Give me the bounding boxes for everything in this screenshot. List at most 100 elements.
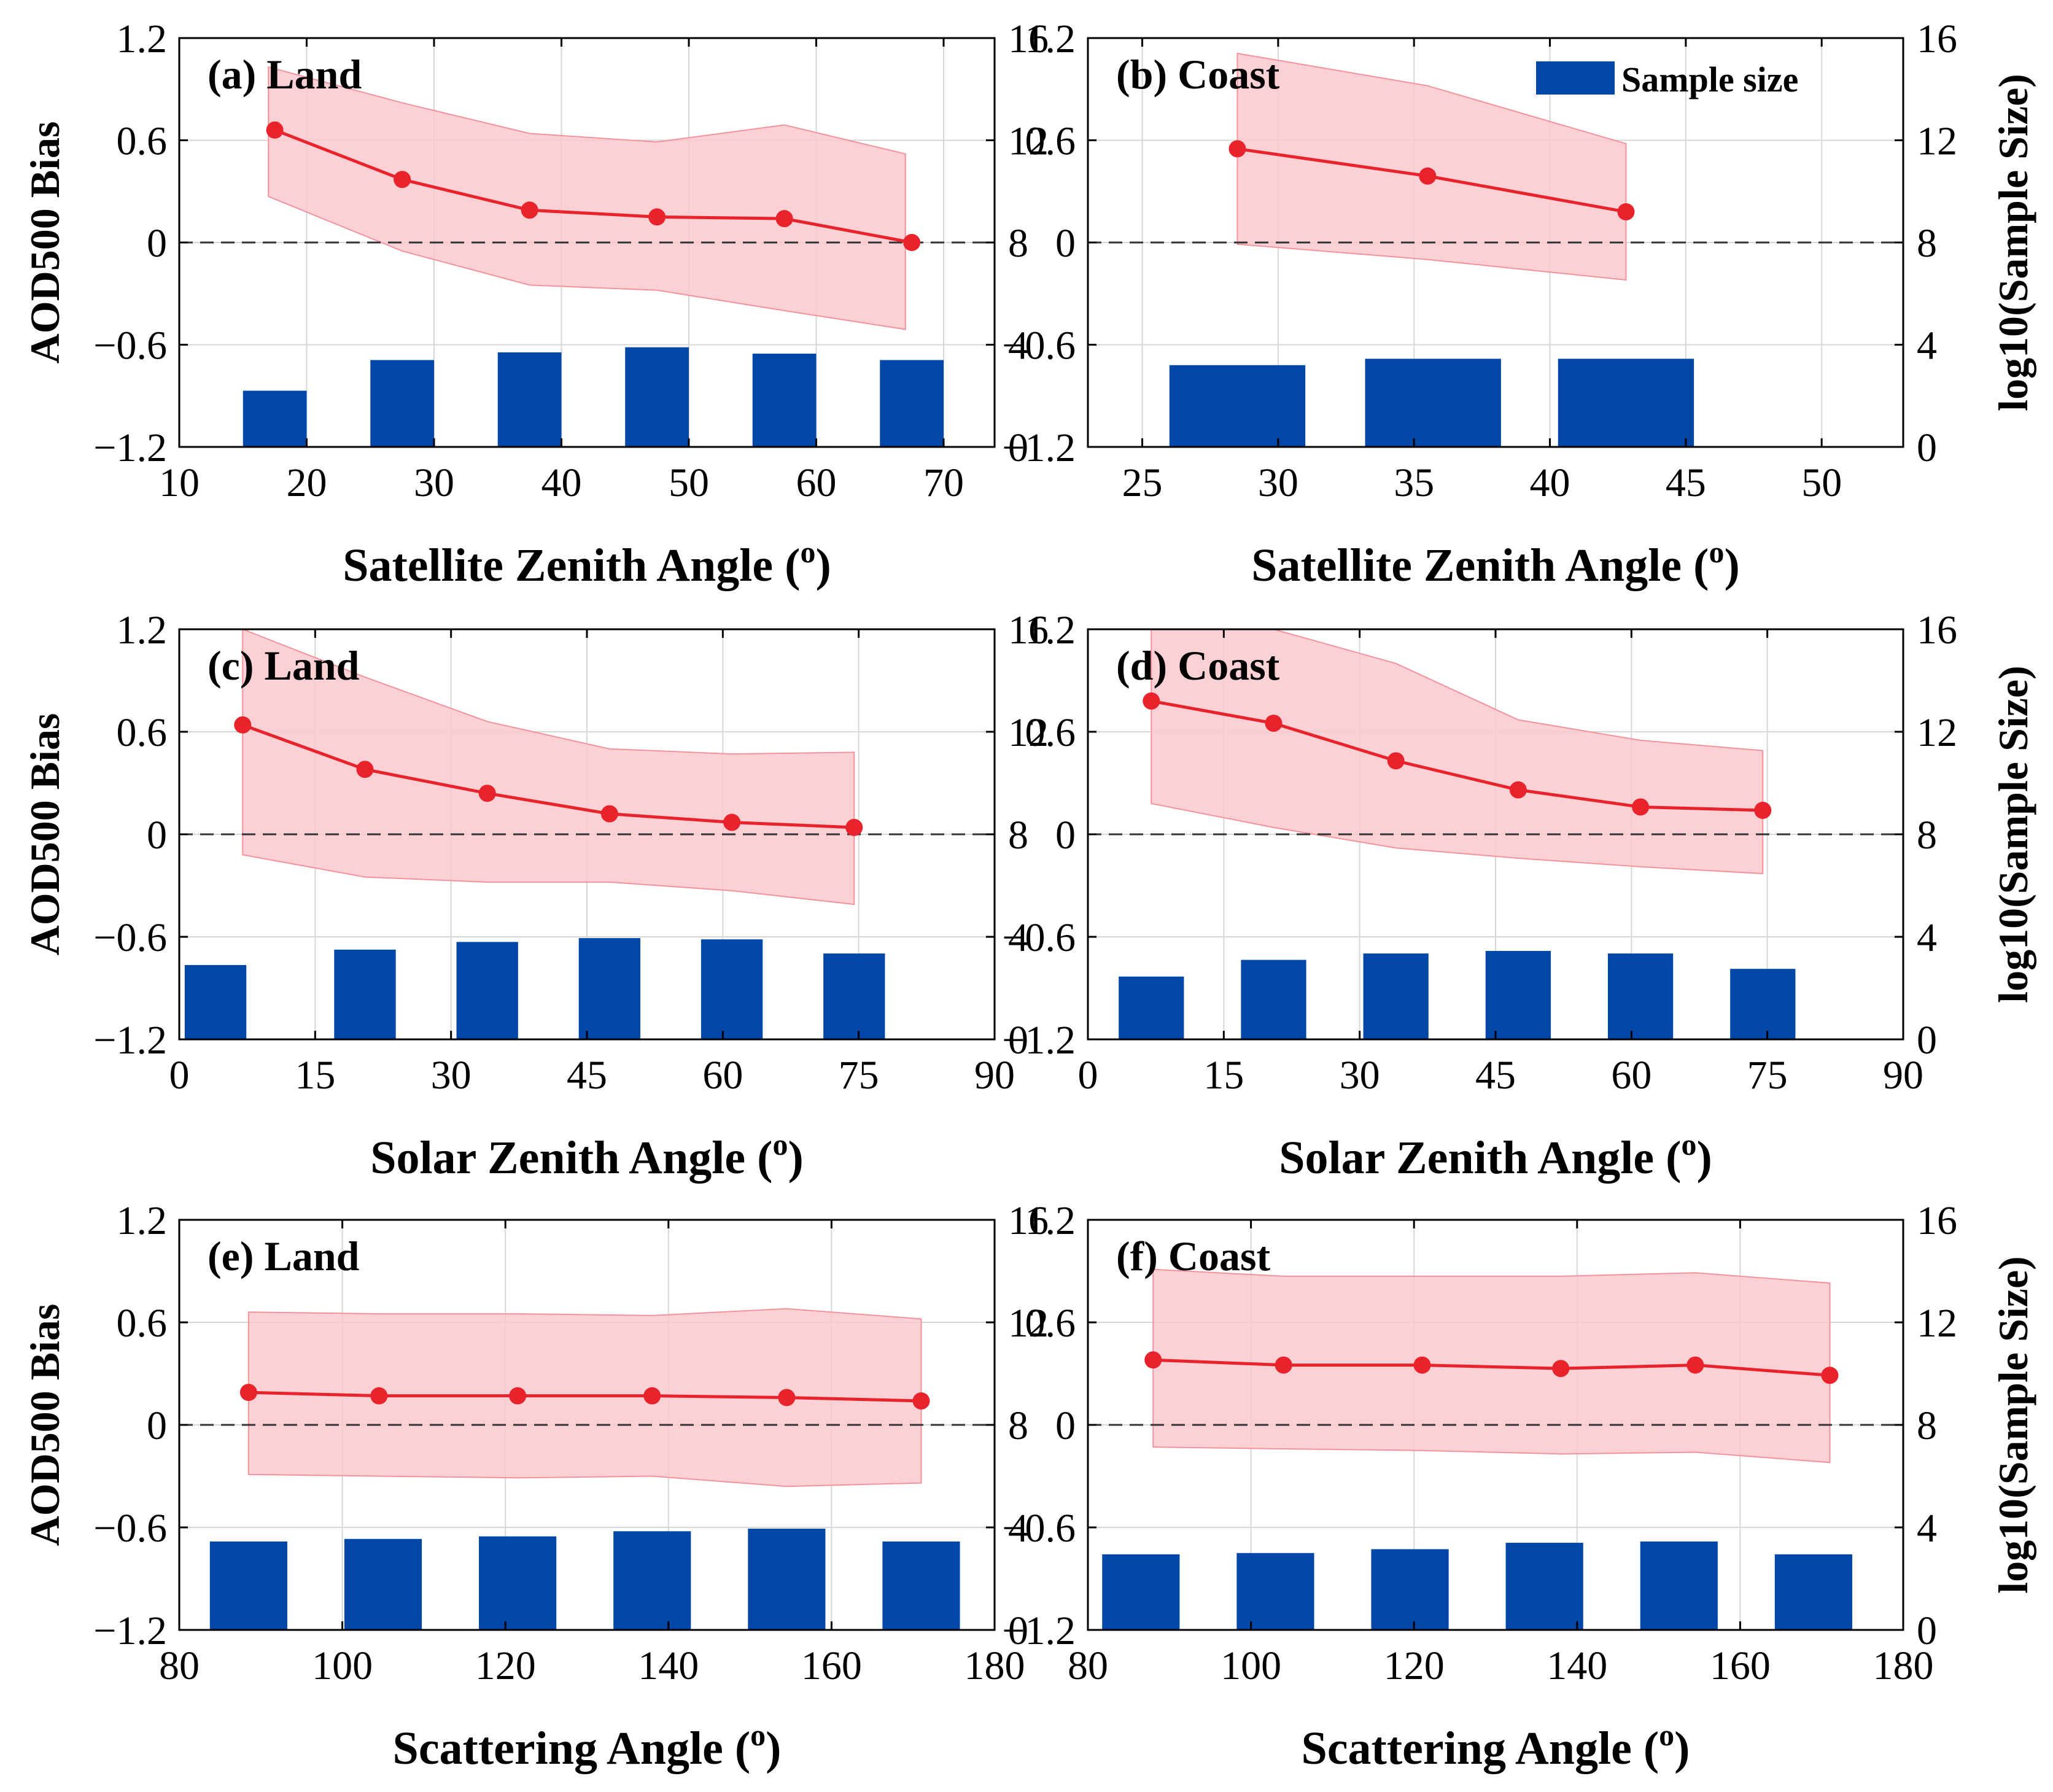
x-axis-label-text: Scattering Angle ( [393, 1723, 751, 1774]
sample-size-bar [1365, 359, 1501, 447]
x-tick-label: 30 [1258, 460, 1298, 505]
x-axis-label-text: Solar Zenith Angle ( [370, 1132, 772, 1184]
bias-point [1821, 1367, 1839, 1384]
x-tick-label: 30 [1340, 1053, 1380, 1098]
y-tick-label-left: −1.2 [1002, 1608, 1076, 1653]
y-tick-label-right: 4 [1917, 324, 1937, 368]
bias-point [370, 1387, 388, 1405]
panel-c-land: 0 15 30 45 60 75 90 1.2 0.6 0 −0.6 −1.2 16 12 8 4 0 (c) L… [21, 608, 1049, 1184]
x-tick-label: 15 [295, 1053, 335, 1098]
y-tick-label-right: 16 [1008, 1198, 1049, 1243]
x-tick-label: 160 [1710, 1643, 1771, 1688]
sample-size-bar [1102, 1554, 1180, 1630]
y-tick-label-left: −1.2 [1002, 1018, 1076, 1063]
x-tick-label: 90 [974, 1053, 1015, 1098]
sample-size-bar [1774, 1554, 1852, 1630]
y-tick-label-left: −0.6 [93, 915, 167, 960]
bias-point [643, 1387, 661, 1405]
y-axis-label-left: AOD500 Bias [21, 713, 68, 956]
bias-point [266, 121, 284, 139]
x-tick-label: 0 [1078, 1053, 1098, 1098]
panel-title: (a) Land [208, 51, 362, 98]
bias-line [1151, 699, 1763, 812]
x-axis-label-close: ) [815, 540, 831, 591]
x-axis-label: Solar Zenith Angle (o) [370, 1127, 804, 1184]
bias-point [478, 785, 496, 802]
x-tick-label: 140 [1547, 1643, 1607, 1688]
y-tick-label-left: 0.6 [1025, 119, 1076, 164]
y-tick-label-right: 0 [1008, 425, 1028, 470]
bias-point [1387, 752, 1405, 770]
sample-size-bar [243, 390, 307, 447]
y-tick-label-right: 0 [1917, 425, 1937, 470]
y-tick-label-right: 12 [1008, 710, 1049, 755]
sample-size-bar [1505, 1543, 1583, 1630]
y-tick-label-right: 0 [1008, 1018, 1028, 1063]
x-tick-label: 40 [1530, 460, 1570, 505]
x-tick-label: 180 [964, 1643, 1025, 1688]
y-tick-label-left: −0.6 [93, 1506, 167, 1551]
x-tick-label: 35 [1394, 460, 1434, 505]
x-tick-label: 120 [1384, 1643, 1445, 1688]
y-tick-label-left: −0.6 [1002, 915, 1076, 960]
sample-size-bar [882, 1541, 960, 1630]
sample-size-bar [370, 360, 434, 447]
sample-size-bar [1363, 953, 1429, 1039]
x-axis-label: Scattering Angle (o) [393, 1718, 782, 1774]
y-tick-label-right: 8 [1008, 813, 1028, 858]
y-axis-label-right: log10(Sample Size) [1990, 74, 2036, 411]
x-axis-label-degree: o [1659, 1718, 1674, 1752]
y-tick-label-left: 1.2 [117, 1198, 168, 1243]
sample-size-bar [823, 953, 885, 1039]
sample-size-bar [880, 360, 944, 447]
y-tick-label-right: 12 [1917, 710, 1957, 755]
bias-point [1143, 692, 1160, 710]
y-tick-label-right: 0 [1008, 1608, 1028, 1653]
y-tick-label-left: 1.2 [117, 608, 168, 653]
y-tick-label-left: 0.6 [1025, 710, 1076, 755]
bias-line [274, 128, 912, 244]
x-tick-label: 100 [1221, 1643, 1281, 1688]
y-tick-label-left: −1.2 [93, 1018, 167, 1063]
panel-title: (b) Coast [1116, 51, 1280, 98]
y-tick-label-left: 0 [1055, 1403, 1076, 1448]
bias-point [778, 1389, 796, 1406]
y-tick-label-right: 12 [1008, 1301, 1049, 1346]
y-tick-label-right: 12 [1917, 1301, 1957, 1346]
sample-size-bar [456, 942, 518, 1039]
y-tick-label-right: 0 [1917, 1608, 1937, 1653]
bias-point [1617, 203, 1635, 221]
y-tick-label-left: −0.6 [93, 324, 167, 368]
y-tick-label-right: 12 [1008, 119, 1049, 164]
sample-size-bar [578, 938, 641, 1039]
y-tick-label-left: 0.6 [117, 1301, 168, 1346]
bias-point [1228, 140, 1246, 158]
x-tick-label: 45 [567, 1053, 607, 1098]
bias-point [723, 813, 741, 831]
panel-title: (f) Coast [1116, 1233, 1271, 1279]
bias-point [394, 171, 411, 188]
sample-size-bar [701, 939, 763, 1039]
y-tick-label-right: 4 [1008, 1506, 1028, 1551]
y-axis-label-left: AOD500 Bias [21, 1304, 68, 1546]
y-tick-label-left: −0.6 [1002, 324, 1076, 368]
x-axis-label-close: ) [1724, 540, 1739, 591]
y-tick-label-right: 16 [1917, 608, 1957, 653]
y-axis-label-right: log10(Sample Size) [1990, 665, 2036, 1003]
y-tick-label-left: 1.2 [1025, 608, 1076, 653]
x-axis-label: Solar Zenith Angle (o) [1279, 1127, 1712, 1184]
x-axis-label-text: Scattering Angle ( [1302, 1723, 1659, 1774]
x-tick-label: 80 [159, 1643, 200, 1688]
uncertainty-band [247, 1308, 922, 1488]
bias-point [1754, 802, 1772, 820]
bias-point [775, 210, 793, 228]
x-tick-label: 140 [638, 1643, 699, 1688]
x-tick-label: 50 [1801, 460, 1842, 505]
legend-label: Sample size [1621, 60, 1798, 99]
y-tick-label-right: 16 [1008, 608, 1049, 653]
sample-size-bar [344, 1538, 422, 1630]
x-tick-label: 180 [1873, 1643, 1934, 1688]
panel-d-coast: 0 15 30 45 60 75 90 1.2 0.6 0 −0.6 −1.2 16 12 8 4 0 (d) C… [1002, 608, 2036, 1184]
y-tick-label-right: 4 [1008, 324, 1028, 368]
